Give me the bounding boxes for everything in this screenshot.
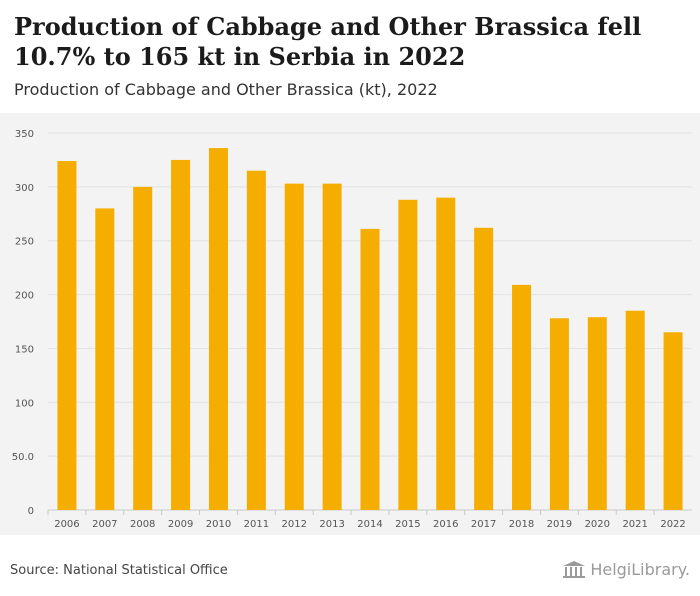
y-tick-label: 150 xyxy=(15,344,34,355)
bar-2008 xyxy=(133,186,153,510)
bar-2014 xyxy=(360,228,380,510)
helgi-library-logo: HelgiLibrary. xyxy=(562,560,690,579)
bar-2007 xyxy=(95,208,115,510)
bar-2016 xyxy=(436,197,456,510)
y-tick-label: 250 xyxy=(15,237,34,248)
x-tick-label: 2021 xyxy=(622,519,647,530)
bar-chart: 0 50.0 100 150 200 250 300 350 2006 2007 2008 2009 2… xyxy=(12,129,692,530)
bar-2022 xyxy=(663,332,683,510)
y-tick-label: 200 xyxy=(15,291,34,302)
bar-2015 xyxy=(398,199,418,510)
bar-2006 xyxy=(57,161,77,510)
x-tick-label: 2008 xyxy=(130,519,155,530)
source-note: Source: National Statistical Office xyxy=(10,563,228,578)
x-tick-label: 2018 xyxy=(509,519,534,530)
x-tick-label: 2016 xyxy=(433,519,458,530)
y-tick-label: 300 xyxy=(15,183,34,194)
x-tick-label: 2012 xyxy=(282,519,307,530)
y-tick-label: 350 xyxy=(15,129,34,140)
logo-text: HelgiLibrary. xyxy=(590,560,690,579)
x-tick-label: 2009 xyxy=(168,519,193,530)
x-tick-label: 2019 xyxy=(547,519,572,530)
y-tick-label: 100 xyxy=(15,398,34,409)
bar-2019 xyxy=(549,318,569,510)
y-tick-label: 50.0 xyxy=(12,452,34,463)
bar-2021 xyxy=(625,310,645,510)
library-building-icon xyxy=(563,560,586,578)
x-tick-label: 2007 xyxy=(92,519,117,530)
chart-subtitle: Production of Cabbage and Other Brassica… xyxy=(14,80,438,99)
bar-2009 xyxy=(171,159,191,510)
bar-2018 xyxy=(512,284,532,510)
x-tick-label: 2014 xyxy=(357,519,382,530)
chart-area: 0 50.0 100 150 200 250 300 350 2006 2007 2008 2009 2… xyxy=(0,113,700,535)
x-tick-label: 2013 xyxy=(319,519,344,530)
bar-2011 xyxy=(246,170,266,510)
y-tick-label: 0 xyxy=(28,506,34,517)
bar-2013 xyxy=(322,183,342,510)
x-tick-label: 2006 xyxy=(54,519,79,530)
x-tick-label: 2022 xyxy=(660,519,685,530)
chart-title: Production of Cabbage and Other Brassica… xyxy=(14,12,642,71)
bar-2020 xyxy=(587,317,607,510)
x-tick-label: 2011 xyxy=(244,519,269,530)
x-tick-label: 2010 xyxy=(206,519,231,530)
bar-2010 xyxy=(208,148,228,510)
bar-2012 xyxy=(284,183,304,510)
bar-2017 xyxy=(474,227,494,510)
x-tick-label: 2020 xyxy=(585,519,610,530)
x-tick-label: 2015 xyxy=(395,519,420,530)
x-tick-label: 2017 xyxy=(471,519,496,530)
